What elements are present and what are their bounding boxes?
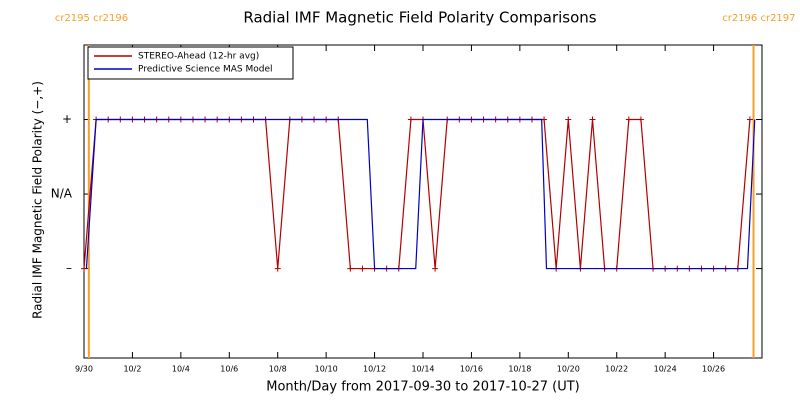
- x-tick-label: 10/16: [460, 365, 483, 374]
- chart-title: Radial IMF Magnetic Field Polarity Compa…: [243, 9, 596, 27]
- x-tick-label: 10/6: [220, 365, 238, 374]
- x-tick-label: 9/30: [75, 365, 93, 374]
- y-tick-label: +: [62, 112, 72, 126]
- x-tick-label: 10/22: [605, 365, 628, 374]
- x-tick-label: 10/12: [363, 365, 386, 374]
- x-tick-label: 10/26: [702, 365, 725, 374]
- rotation-label: cr2196 cr2197: [722, 13, 795, 24]
- x-tick-label: 10/14: [411, 365, 434, 374]
- rotation-label: cr2195 cr2196: [55, 13, 128, 24]
- data-point: [407, 116, 414, 123]
- x-tick-label: 10/8: [269, 365, 287, 374]
- data-point: [565, 116, 572, 123]
- data-point: [359, 265, 366, 272]
- x-tick-label: 10/4: [172, 365, 190, 374]
- data-point: [274, 265, 281, 272]
- legend-box: [87, 46, 294, 80]
- x-tick-label: 10/18: [508, 365, 531, 374]
- data-point: [746, 116, 753, 123]
- data-point: [432, 265, 439, 272]
- x-tick-label: 10/10: [315, 365, 338, 374]
- data-point: [347, 265, 354, 272]
- data-point: [625, 116, 632, 123]
- y-tick-label: –: [66, 261, 72, 275]
- plot-frame: [83, 44, 763, 359]
- x-tick-label: 10/20: [557, 365, 580, 374]
- data-point: [81, 265, 87, 272]
- y-axis-label: Radial IMF Magnetic Field Polarity (−,+): [31, 81, 45, 319]
- data-point: [637, 116, 644, 123]
- x-tick-label: 10/2: [123, 365, 141, 374]
- x-tick-label: 10/24: [654, 365, 677, 374]
- series-line: [85, 118, 756, 270]
- data-point: [589, 116, 596, 123]
- legend-label: Predictive Science MAS Model: [138, 65, 273, 75]
- x-axis-label: Month/Day from 2017-09-30 to 2017-10-27 …: [266, 380, 579, 395]
- legend-label: STEREO-Ahead (12-hr avg): [138, 52, 259, 62]
- y-tick-label: N/A: [51, 187, 73, 201]
